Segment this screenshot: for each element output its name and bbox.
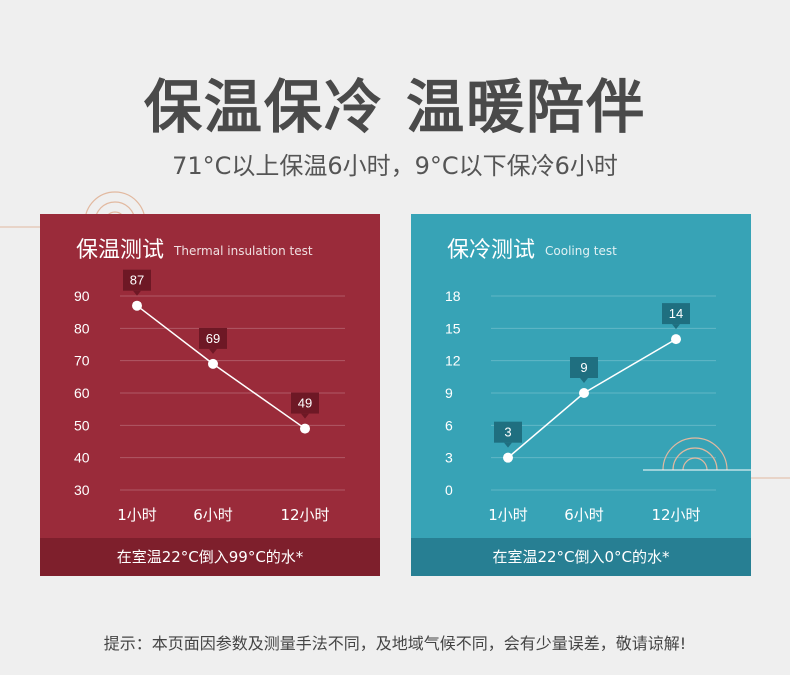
cooling-test-footer: 在室温22°C倒入0°C的水* xyxy=(411,538,751,576)
thermal-data-label-pointer xyxy=(209,348,217,354)
cooling-ytick-label: 18 xyxy=(445,288,461,304)
cooling-data-label: 3 xyxy=(504,425,511,440)
decor-arcs-right xyxy=(643,437,751,471)
cooling-data-point xyxy=(671,334,681,345)
cooling-data-label-pointer xyxy=(504,442,512,448)
thermal-xtick-label: 12小时 xyxy=(280,506,329,524)
cooling-data-label: 9 xyxy=(580,360,587,375)
cooling-xtick-label: 1小时 xyxy=(488,506,528,524)
cooling-test-panel: 保冷测试 Cooling test 0 3 6 9 12 15 18 3 9 14 1小时 6小时 12小… xyxy=(411,214,751,576)
thermal-xtick-label: 6小时 xyxy=(193,506,233,524)
cooling-data-label-pointer xyxy=(580,378,588,383)
decor-line-right xyxy=(750,477,790,479)
cooling-xtick-label: 6小时 xyxy=(564,506,604,524)
thermal-ytick-label: 70 xyxy=(74,353,90,369)
thermal-data-label: 87 xyxy=(130,273,144,288)
thermal-data-label-bg xyxy=(291,392,319,414)
thermal-data-point xyxy=(132,300,142,311)
thermal-data-label-pointer xyxy=(133,290,141,296)
thermal-series-line xyxy=(136,305,306,430)
cooling-line-chart: 0 3 6 9 12 15 18 3 9 14 1小时 6小时 12小时 xyxy=(445,288,716,524)
thermal-title-en: Thermal insulation test xyxy=(174,244,313,258)
thermal-data-label-pointer xyxy=(301,413,309,419)
cooling-ytick-label: 15 xyxy=(445,320,461,336)
cooling-data-label-bg xyxy=(662,303,690,325)
cooling-test-title: 保冷测试 Cooling test xyxy=(447,232,617,264)
thermal-data-point xyxy=(300,423,310,434)
headline: 保温保冷 温暖陪伴 xyxy=(143,73,647,141)
decor-line-left xyxy=(0,226,40,228)
cooling-title-en: Cooling test xyxy=(545,244,617,258)
thermal-ytick-label: 90 xyxy=(74,288,90,304)
thermal-test-title: 保温测试 Thermal insulation test xyxy=(76,232,313,264)
thermal-line-chart: 30 40 50 60 70 80 90 87 69 49 1小时 6小时 12小时 xyxy=(74,269,345,524)
cooling-ytick-label: 6 xyxy=(445,417,453,433)
cooling-data-label: 14 xyxy=(669,306,683,321)
thermal-data-label: 49 xyxy=(298,396,312,411)
cooling-data-point xyxy=(503,452,513,463)
cooling-data-point xyxy=(579,388,589,398)
thermal-xtick-label: 1小时 xyxy=(117,506,157,524)
thermal-data-point xyxy=(208,358,218,369)
thermal-data-label: 69 xyxy=(206,331,220,346)
cooling-xtick-label: 12小时 xyxy=(651,506,700,524)
cooling-data-label-bg xyxy=(570,357,598,378)
thermal-data-label-bg xyxy=(123,269,151,291)
cooling-ytick-label: 9 xyxy=(445,385,453,401)
thermal-ytick-label: 50 xyxy=(74,417,90,433)
cooling-ytick-label: 3 xyxy=(445,450,453,466)
thermal-ytick-label: 40 xyxy=(74,450,90,466)
thermal-ytick-label: 60 xyxy=(74,385,90,401)
thermal-ytick-label: 30 xyxy=(74,482,90,498)
subheadline: 71°C以上保温6小时，9°C以下保冷6小时 xyxy=(172,152,618,180)
cooling-title-cn: 保冷测试 xyxy=(447,238,536,263)
thermal-ytick-label: 80 xyxy=(74,320,90,336)
cooling-ytick-label: 0 xyxy=(445,482,453,498)
disclaimer-note: 提示：本页面因参数及测量手法不同，及地域气候不同，会有少量误差，敬请谅解! xyxy=(103,634,687,653)
thermal-data-label-bg xyxy=(199,327,227,349)
thermal-test-footer: 在室温22°C倒入99°C的水* xyxy=(40,538,380,576)
cooling-ytick-label: 12 xyxy=(445,353,461,369)
thermal-title-cn: 保温测试 xyxy=(76,238,165,263)
cooling-data-label-pointer xyxy=(672,324,680,330)
cooling-data-label-bg xyxy=(494,421,522,443)
thermal-test-panel: 保温测试 Thermal insulation test 30 40 50 60 70 80… xyxy=(40,214,380,576)
